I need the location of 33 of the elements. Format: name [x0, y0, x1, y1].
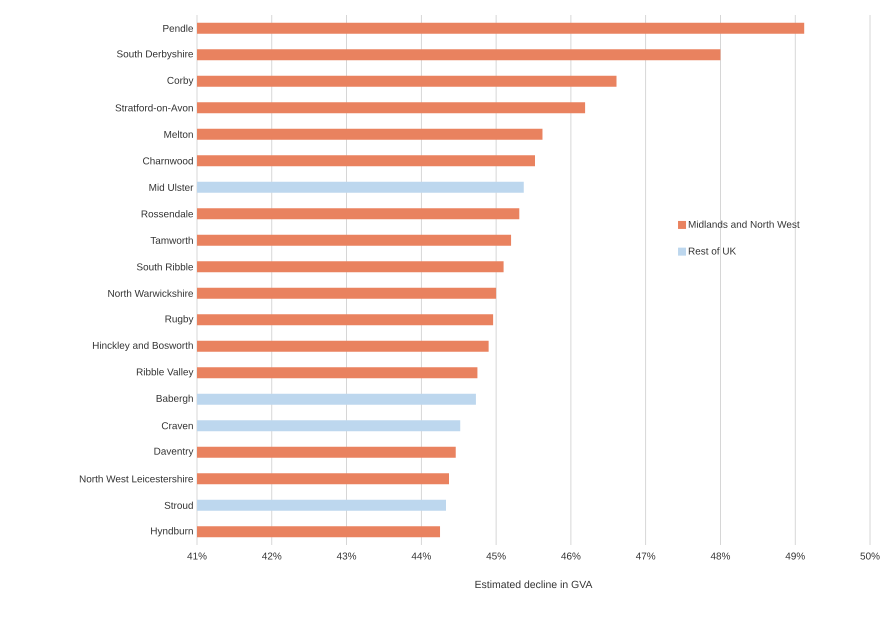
y-tick-label: Hinckley and Bosworth	[92, 342, 193, 351]
y-tick-label: Stratford-on-Avon	[115, 104, 193, 112]
y-tick-label: Babergh	[156, 394, 193, 404]
x-tick-label: 41%	[187, 552, 207, 560]
y-tick-label: Craven	[162, 422, 193, 430]
y-tick-label: North West Leicestershire	[80, 475, 194, 482]
legend-label: Midlands and North West	[688, 220, 800, 228]
x-tick-label: 50%	[860, 552, 880, 560]
x-tick-label: 42%	[262, 552, 282, 560]
y-tick-label: Stroud	[164, 502, 193, 509]
y-tick-label: North Warwickshire	[108, 290, 194, 297]
y-tick-label: Corby	[167, 76, 194, 86]
x-tick-label: 45%	[486, 552, 506, 560]
x-tick-label: 48%	[710, 552, 730, 560]
y-tick-label: Rugby	[165, 315, 194, 324]
legend-label: Rest of UK	[688, 247, 736, 255]
y-tick-label: South Derbyshire	[116, 50, 194, 60]
x-tick-label: 49%	[785, 552, 805, 560]
y-tick-label: Daventry	[154, 448, 194, 457]
y-tick-label: Charnwood	[143, 157, 193, 164]
x-tick-label: 43%	[336, 552, 356, 560]
y-tick-label: Melton	[164, 130, 193, 138]
x-tick-label: 46%	[561, 552, 581, 560]
x-tick-label: 44%	[412, 552, 431, 560]
x-axis-title: Estimated decline in GVA	[475, 580, 592, 588]
y-tick-label: Tamworth	[150, 236, 193, 244]
y-tick-label: Mid Ulster	[149, 184, 194, 191]
x-tick-label: 47%	[636, 552, 656, 560]
y-tick-label: Hyndburn	[151, 527, 193, 536]
y-tick-label: Rossendale	[142, 210, 194, 218]
y-tick-label: Pendle	[163, 24, 194, 32]
y-tick-label: Ribble Valley	[136, 368, 194, 378]
y-tick-label: South Ribble	[136, 263, 194, 270]
